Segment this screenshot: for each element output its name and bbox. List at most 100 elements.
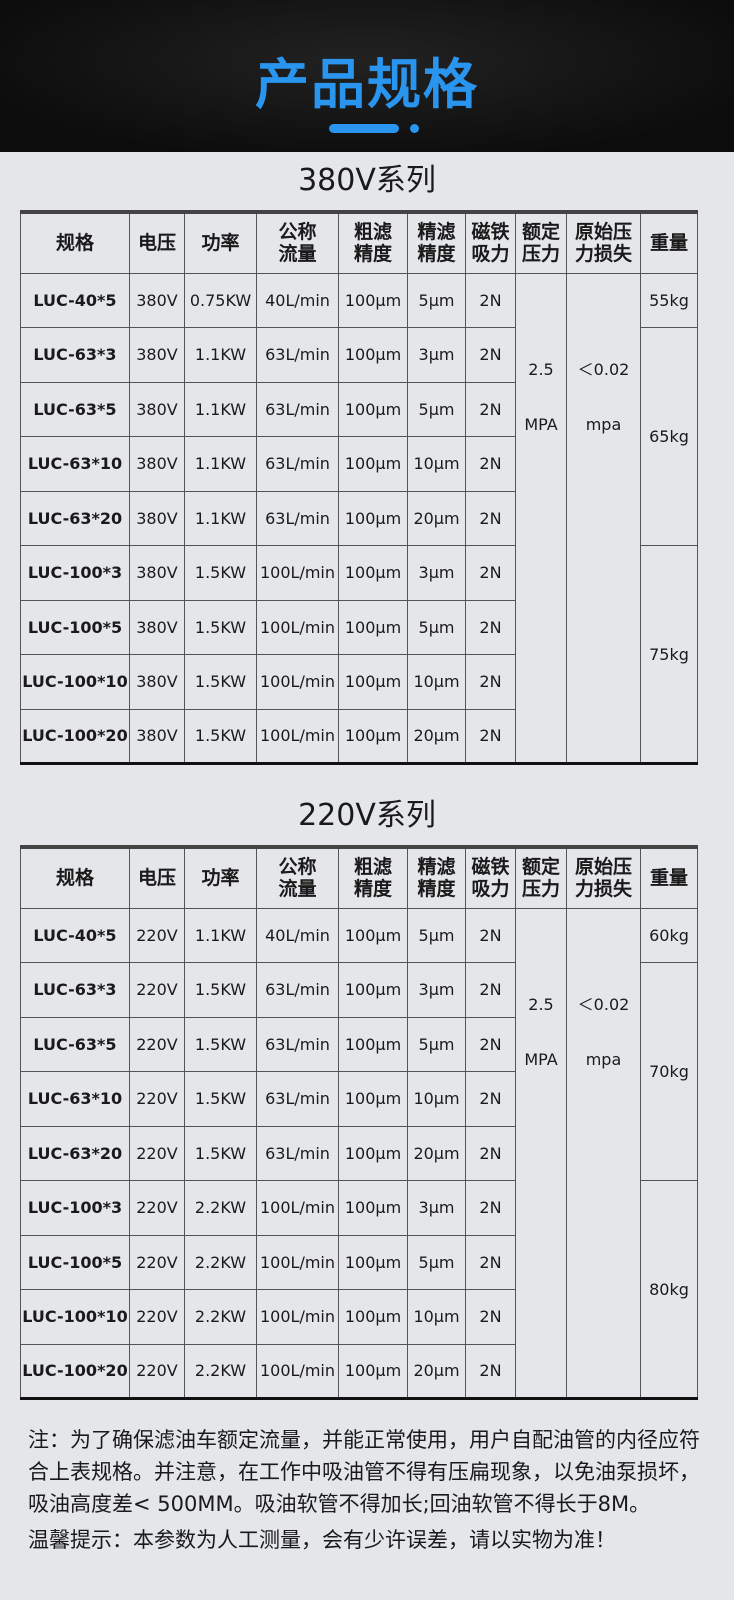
- cell: 100L/min: [256, 599, 339, 655]
- table-row: LUC-63*20 380V 1.1KW 63L/min 100μm 20μm 2N: [20, 490, 698, 546]
- cell: LUC-100*10: [20, 654, 130, 710]
- cell: 380V: [129, 381, 185, 437]
- cell: 63L/min: [256, 1016, 339, 1072]
- cell: 2N: [465, 654, 516, 710]
- column-header: 重量: [640, 211, 698, 274]
- cell: 1.5KW: [184, 599, 257, 655]
- cell: LUC-100*5: [20, 599, 130, 655]
- column-header: 额定 压力: [515, 846, 567, 909]
- cell: LUC-63*3: [20, 962, 130, 1018]
- cell: 5μm: [407, 1234, 466, 1290]
- cell: 1.5KW: [184, 654, 257, 710]
- cell: LUC-100*10: [20, 1289, 130, 1345]
- cell: 100μm: [338, 1071, 408, 1127]
- cell: 20μm: [407, 1343, 466, 1399]
- cell: 63L/min: [256, 436, 339, 492]
- cell: 100μm: [338, 708, 408, 764]
- weight: 80kg: [640, 1180, 698, 1399]
- cell: 1.1KW: [184, 907, 257, 963]
- column-header: 功率: [184, 846, 257, 909]
- column-header: 电压: [129, 211, 185, 274]
- cell: 100L/min: [256, 1180, 339, 1236]
- cell: 100L/min: [256, 654, 339, 710]
- table-row: LUC-100*20 380V 1.5KW 100L/min 100μm 20μm 2N: [20, 708, 698, 764]
- column-header: 重量: [640, 846, 698, 909]
- cell: 220V: [129, 1071, 185, 1127]
- cell: 380V: [129, 545, 185, 601]
- cell: 100μm: [338, 1234, 408, 1290]
- cell: 380V: [129, 654, 185, 710]
- cell: 3μm: [407, 327, 466, 383]
- cell: 100μm: [338, 1125, 408, 1181]
- cell: 100L/min: [256, 1343, 339, 1399]
- cell: 10μm: [407, 436, 466, 492]
- cell: 2N: [465, 1289, 516, 1345]
- cell: 1.5KW: [184, 708, 257, 764]
- cell: 1.5KW: [184, 1071, 257, 1127]
- cell: 380V: [129, 490, 185, 546]
- cell: 380V: [129, 436, 185, 492]
- table-row: LUC-100*5 380V 1.5KW 100L/min 100μm 5μm 2N: [20, 599, 698, 655]
- cell: 380V: [129, 272, 185, 328]
- table-row: LUC-63*3 220V 1.5KW 63L/min 100μm 3μm 2N 70kg: [20, 962, 698, 1181]
- cell: LUC-100*20: [20, 1343, 130, 1399]
- cell: 2N: [465, 1234, 516, 1290]
- cell: 2N: [465, 1180, 516, 1236]
- cell: 100μm: [338, 1016, 408, 1072]
- title-dot: [410, 124, 419, 133]
- weight: 65kg: [640, 327, 698, 546]
- cell: 3μm: [407, 545, 466, 601]
- cell: LUC-100*20: [20, 708, 130, 764]
- cell: 100L/min: [256, 1289, 339, 1345]
- cell: 20μm: [407, 1125, 466, 1181]
- column-header: 公称 流量: [256, 846, 339, 909]
- cell: 220V: [129, 907, 185, 963]
- cell: 100μm: [338, 907, 408, 963]
- pressure-loss: ＜0.02 mpa: [566, 907, 641, 1399]
- column-header: 精滤 精度: [407, 846, 466, 909]
- cell: 2N: [465, 327, 516, 383]
- cell: 1.5KW: [184, 1016, 257, 1072]
- cell: 380V: [129, 599, 185, 655]
- cell: LUC-63*20: [20, 490, 130, 546]
- cell: 2N: [465, 599, 516, 655]
- cell: 2N: [465, 962, 516, 1018]
- cell: 63L/min: [256, 327, 339, 383]
- cell: 63L/min: [256, 1071, 339, 1127]
- cell: LUC-63*10: [20, 1071, 130, 1127]
- cell: 2N: [465, 1125, 516, 1181]
- cell: 100μm: [338, 272, 408, 328]
- rated-pressure: 2.5 MPA: [515, 907, 567, 1399]
- hero-banner: 产品规格: [0, 0, 734, 152]
- cell: 1.5KW: [184, 1125, 257, 1181]
- cell: 2N: [465, 381, 516, 437]
- cell: 63L/min: [256, 381, 339, 437]
- cell: 380V: [129, 327, 185, 383]
- pressure-loss: ＜0.02 mpa: [566, 272, 641, 764]
- cell: LUC-63*5: [20, 381, 130, 437]
- cell: 2.2KW: [184, 1234, 257, 1290]
- weight: 55kg: [640, 272, 698, 328]
- cell: LUC-40*5: [20, 907, 130, 963]
- cell: 63L/min: [256, 490, 339, 546]
- table-row: LUC-63*10 380V 1.1KW 63L/min 100μm 10μm 2N: [20, 436, 698, 492]
- cell: 100μm: [338, 1180, 408, 1236]
- cell: LUC-100*3: [20, 1180, 130, 1236]
- column-header: 原始压 力损失: [566, 211, 641, 274]
- cell: 2N: [465, 545, 516, 601]
- cell: 100μm: [338, 436, 408, 492]
- cell: 1.5KW: [184, 962, 257, 1018]
- cell: 2N: [465, 907, 516, 963]
- cell: 100μm: [338, 599, 408, 655]
- table-row: LUC-63*5 220V 1.5KW 63L/min 100μm 5μm 2N: [20, 1016, 698, 1072]
- cell: 3μm: [407, 1180, 466, 1236]
- cell: 40L/min: [256, 272, 339, 328]
- cell: 2N: [465, 272, 516, 328]
- table-row: LUC-100*3 380V 1.5KW 100L/min 100μm 3μm 2N 75kg: [20, 545, 698, 764]
- cell: 2N: [465, 1343, 516, 1399]
- spec-table: 规格 电压 功率 公称 流量 粗滤 精度 精滤 精度 磁铁 吸力 额定 压力 原始压 力损失 重量…: [20, 210, 698, 765]
- notes: 注：为了确保滤油车额定流量，并能正常使用，用户自配油管的内径应符合上表规格。并注…: [28, 1424, 706, 1556]
- column-header: 规格: [20, 846, 130, 909]
- cell: 5μm: [407, 272, 466, 328]
- cell: 100μm: [338, 381, 408, 437]
